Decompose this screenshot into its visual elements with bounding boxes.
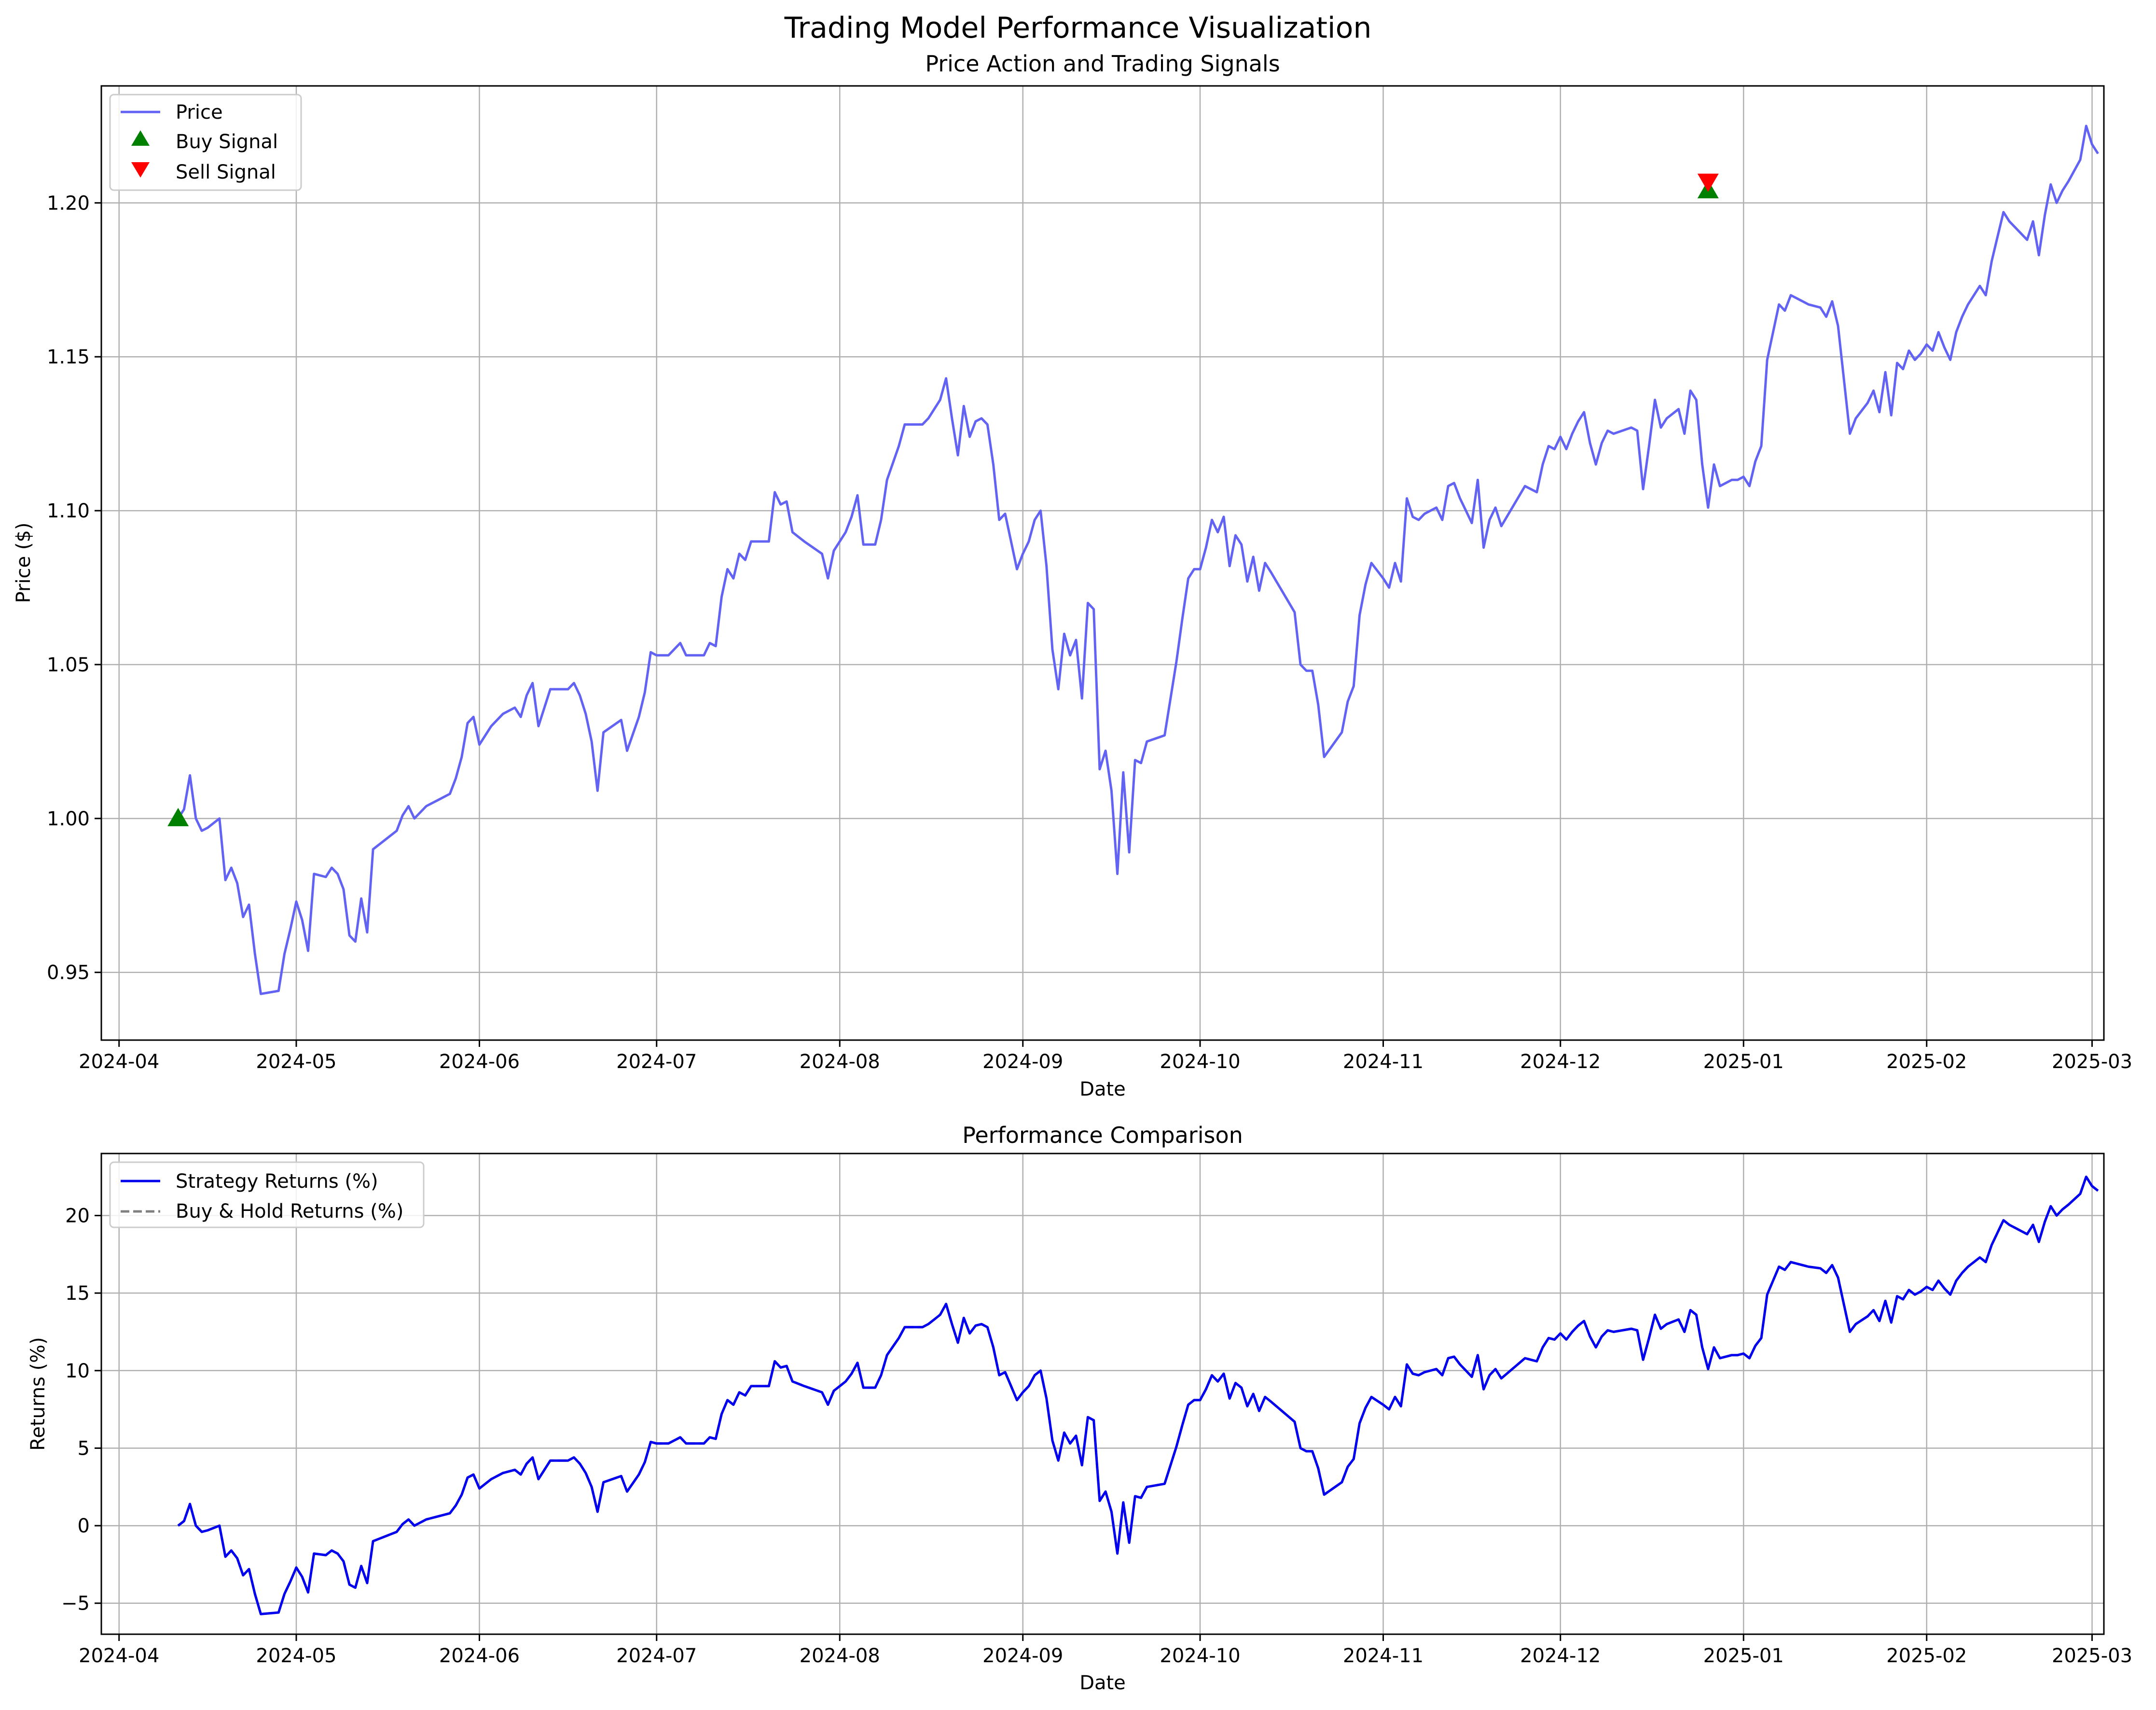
figure-suptitle: Trading Model Performance Visualization — [784, 11, 1372, 45]
returns-panel-title: Performance Comparison — [962, 1122, 1243, 1148]
returns-y-axis-label: Returns (%) — [27, 1337, 49, 1451]
returns-x-tick-label: 2024-08 — [800, 1645, 880, 1667]
price-x-tick-label: 2024-05 — [256, 1051, 336, 1073]
returns-x-tick-label: 2024-05 — [256, 1645, 336, 1667]
returns-x-tick-label: 2025-02 — [1886, 1645, 1967, 1667]
legend-strategy-label: Strategy Returns (%) — [176, 1170, 378, 1193]
price-x-tick-label: 2025-02 — [1886, 1051, 1967, 1073]
price-series-line — [177, 125, 2099, 995]
price-x-tick-label: 2024-12 — [1520, 1051, 1601, 1073]
price-y-tick-label: 0.95 — [47, 962, 90, 984]
price-x-tick-label: 2024-09 — [982, 1051, 1063, 1073]
price-x-tick-label: 2024-06 — [439, 1051, 520, 1073]
legend-buyhold-label: Buy & Hold Returns (%) — [176, 1200, 403, 1223]
price-x-tick-label: 2024-08 — [800, 1051, 880, 1073]
price-x-tick-label: 2024-10 — [1160, 1051, 1240, 1073]
price-y-tick-label: 1.00 — [47, 808, 90, 830]
returns-y-tick-label: 20 — [65, 1205, 90, 1227]
price-y-axis-label: Price ($) — [13, 523, 35, 603]
returns-series-line — [177, 1175, 2099, 1615]
price-panel-title: Price Action and Trading Signals — [925, 51, 1280, 77]
returns-legend: Strategy Returns (%) Buy & Hold Returns … — [109, 1161, 425, 1228]
price-y-tick-label: 1.20 — [47, 192, 90, 214]
returns-panel: Performance Comparison 2024-04 2024-05 202… — [27, 1122, 2132, 1694]
price-plot-area — [101, 86, 2104, 1040]
returns-x-tick-label: 2024-09 — [982, 1645, 1063, 1667]
legend-buy-label: Buy Signal — [176, 131, 278, 153]
price-panel: Price Action and Trading Signals 2024-04… — [13, 51, 2132, 1100]
returns-x-tick-label: 2024-11 — [1343, 1645, 1424, 1667]
returns-x-axis-label: Date — [1079, 1672, 1126, 1694]
returns-x-tick-label: 2025-01 — [1703, 1645, 1784, 1667]
price-x-axis-label: Date — [1079, 1078, 1126, 1100]
legend-sell-marker — [131, 162, 150, 178]
price-y-tick-label: 1.10 — [47, 500, 90, 522]
price-y-tick-label: 1.05 — [47, 654, 90, 676]
legend-buy-marker — [131, 130, 150, 146]
returns-y-tick-label: 5 — [78, 1437, 90, 1460]
price-legend: Price Buy Signal Sell Signal — [109, 94, 302, 191]
returns-y-tick-label: 10 — [65, 1360, 90, 1382]
sell-signal-marker — [1697, 173, 1719, 192]
returns-x-tick-label: 2024-04 — [79, 1645, 159, 1667]
returns-x-tick-label: 2024-12 — [1520, 1645, 1601, 1667]
returns-x-tick-label: 2024-06 — [439, 1645, 520, 1667]
returns-y-tick-label: 15 — [65, 1282, 90, 1305]
price-x-tick-label: 2025-01 — [1703, 1051, 1784, 1073]
buy-signal-marker — [167, 807, 189, 826]
returns-y-tick-label: 0 — [78, 1515, 90, 1537]
price-x-tick-label: 2025-03 — [2052, 1051, 2132, 1073]
legend-sell-label: Sell Signal — [176, 161, 276, 183]
returns-y-tick-label: −5 — [61, 1593, 90, 1615]
price-x-tick-label: 2024-04 — [79, 1051, 159, 1073]
returns-x-tick-label: 2024-07 — [616, 1645, 697, 1667]
returns-x-tick-label: 2024-10 — [1160, 1645, 1240, 1667]
price-x-tick-label: 2024-11 — [1343, 1051, 1424, 1073]
price-x-tick-label: 2024-07 — [616, 1051, 697, 1073]
price-y-tick-label: 1.15 — [47, 346, 90, 368]
legend-price-label: Price — [176, 101, 223, 124]
returns-x-tick-label: 2025-03 — [2052, 1645, 2132, 1667]
returns-plot-area — [101, 1154, 2104, 1634]
